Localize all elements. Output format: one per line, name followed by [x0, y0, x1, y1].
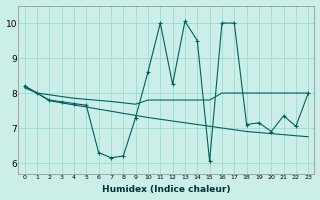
X-axis label: Humidex (Indice chaleur): Humidex (Indice chaleur): [102, 185, 231, 194]
